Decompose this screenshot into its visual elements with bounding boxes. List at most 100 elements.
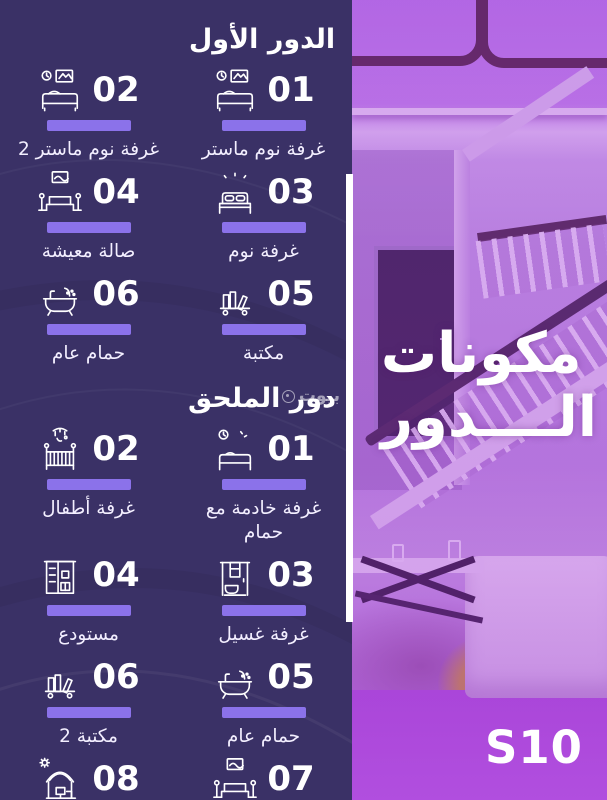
floor-area <box>352 690 607 800</box>
door-handle <box>440 338 446 340</box>
maid-room-icon <box>212 426 258 472</box>
room-item-header: 06 <box>37 652 140 702</box>
room-label: مكتبة <box>242 343 285 365</box>
living-room-icon <box>212 756 258 800</box>
room-number: 07 <box>267 759 315 800</box>
room-item: 07 صالة معيشة <box>177 754 350 800</box>
rooms-grid: 01 غرفة نوم ماستر 02 غرفة نوم ماستر 2 03… <box>0 65 352 371</box>
room-item: 08 سطح خاص <box>2 754 175 800</box>
rooms-panel: الدور الأول 01 غرفة نوم ماستر 02 غرفة نو… <box>0 24 352 800</box>
page-title-line1: مكونات <box>380 321 582 386</box>
room-number: 03 <box>267 555 315 596</box>
room-number: 05 <box>267 657 315 698</box>
room-item-header: 03 <box>212 167 315 217</box>
library-icon <box>212 271 258 317</box>
library-icon <box>37 654 83 700</box>
room-label: غرفة نوم ماستر 2 <box>17 139 160 160</box>
ceiling-cornice <box>352 108 607 115</box>
table-glass <box>392 544 404 562</box>
room-label: حمام عام <box>226 726 301 748</box>
section-title-first-floor: الدور الأول <box>188 24 336 55</box>
vertical-divider-line <box>346 174 353 622</box>
room-item: 05 حمام عام <box>177 652 350 749</box>
roof-terrace-icon <box>37 756 83 800</box>
section-first-floor: 01 غرفة نوم ماستر 02 غرفة نوم ماستر 2 03… <box>0 65 352 371</box>
accent-bar <box>46 324 131 336</box>
room-label: غرفة غسيل <box>218 624 309 646</box>
accent-bar <box>221 707 306 719</box>
room-item-header: 01 <box>212 65 315 115</box>
room-number: 04 <box>92 555 140 596</box>
room-number: 05 <box>267 274 315 315</box>
room-number: 01 <box>267 70 315 110</box>
room-item-header: 07 <box>212 754 315 800</box>
watermark-text: بيوت <box>298 386 340 406</box>
room-item: 03 غرفة نوم <box>177 167 350 264</box>
interior-photo-panel <box>352 0 607 800</box>
storage-icon <box>37 552 83 598</box>
room-label: صالة معيشة <box>41 241 136 263</box>
room-item-header: 01 <box>212 424 315 474</box>
room-item: 04 مستودع <box>2 550 175 647</box>
laundry-room-icon <box>212 552 258 598</box>
room-item: 02 غرفة نوم ماستر 2 <box>2 65 175 162</box>
room-item-header: 04 <box>37 550 140 600</box>
kids-room-icon <box>37 426 83 472</box>
room-item-header: 05 <box>212 269 315 319</box>
page-title: مكونات الــــدور <box>381 322 597 450</box>
watermark-logo: بيوت <box>281 386 340 406</box>
accent-bar <box>221 479 306 491</box>
room-item-header: 03 <box>212 550 315 600</box>
ceiling-led-frame <box>478 0 607 68</box>
rooms-grid: 01 غرفة خادمة مع حمام 02 غرفة أطفال 03 غ… <box>0 424 352 800</box>
accent-bar <box>221 605 306 617</box>
accent-bar <box>46 605 131 617</box>
room-number: 02 <box>92 70 140 110</box>
room-item: 02 غرفة أطفال <box>2 424 175 545</box>
page-title-line2: الــــدور <box>380 384 597 450</box>
room-item: 01 غرفة خادمة مع حمام <box>177 424 350 545</box>
room-item-header: 05 <box>212 652 315 702</box>
accent-bar <box>46 479 131 491</box>
purple-photo-overlay <box>352 0 607 800</box>
room-label: مستودع <box>58 624 119 646</box>
room-item: 06 حمام عام <box>2 269 175 366</box>
room-label: حمام عام <box>51 343 126 365</box>
room-number: 08 <box>92 759 140 800</box>
master-bedroom-icon <box>212 67 258 113</box>
room-number: 02 <box>92 429 140 470</box>
room-number: 04 <box>92 172 140 213</box>
bathroom-icon <box>37 271 83 317</box>
room-label: غرفة خادمة مع حمام <box>205 498 322 544</box>
room-number: 06 <box>92 657 140 698</box>
room-item-header: 02 <box>37 424 140 474</box>
accent-bar <box>46 222 131 234</box>
section-title-annex-floor: دور الملحق <box>188 383 336 415</box>
accent-bar <box>221 120 306 131</box>
room-item: 05 مكتبة <box>177 269 350 366</box>
watermark-registered-icon <box>281 389 295 403</box>
room-item-header: 08 <box>37 754 140 800</box>
white-sofa <box>465 556 607 698</box>
accent-bar <box>46 120 131 131</box>
master-bedroom-icon <box>37 67 83 113</box>
room-number: 06 <box>92 274 140 315</box>
room-item: 01 غرفة نوم ماستر <box>177 65 350 162</box>
room-item: 03 غرفة غسيل <box>177 550 350 647</box>
room-label: مكتبة 2 <box>59 726 118 748</box>
room-label: غرفة أطفال <box>42 498 135 520</box>
room-number: 03 <box>267 172 315 213</box>
room-item-header: 02 <box>37 65 140 115</box>
room-label: غرفة نوم ماستر <box>201 139 326 160</box>
bathroom-icon <box>212 654 258 700</box>
accent-bar <box>221 222 306 234</box>
accent-bar <box>221 324 306 336</box>
room-item-header: 04 <box>37 167 140 217</box>
room-item: 04 صالة معيشة <box>2 167 175 264</box>
model-badge: S10 <box>484 721 583 774</box>
accent-bar <box>46 707 131 719</box>
table-glass <box>448 540 461 561</box>
room-item-header: 06 <box>37 269 140 319</box>
room-label: غرفة نوم <box>228 241 299 263</box>
